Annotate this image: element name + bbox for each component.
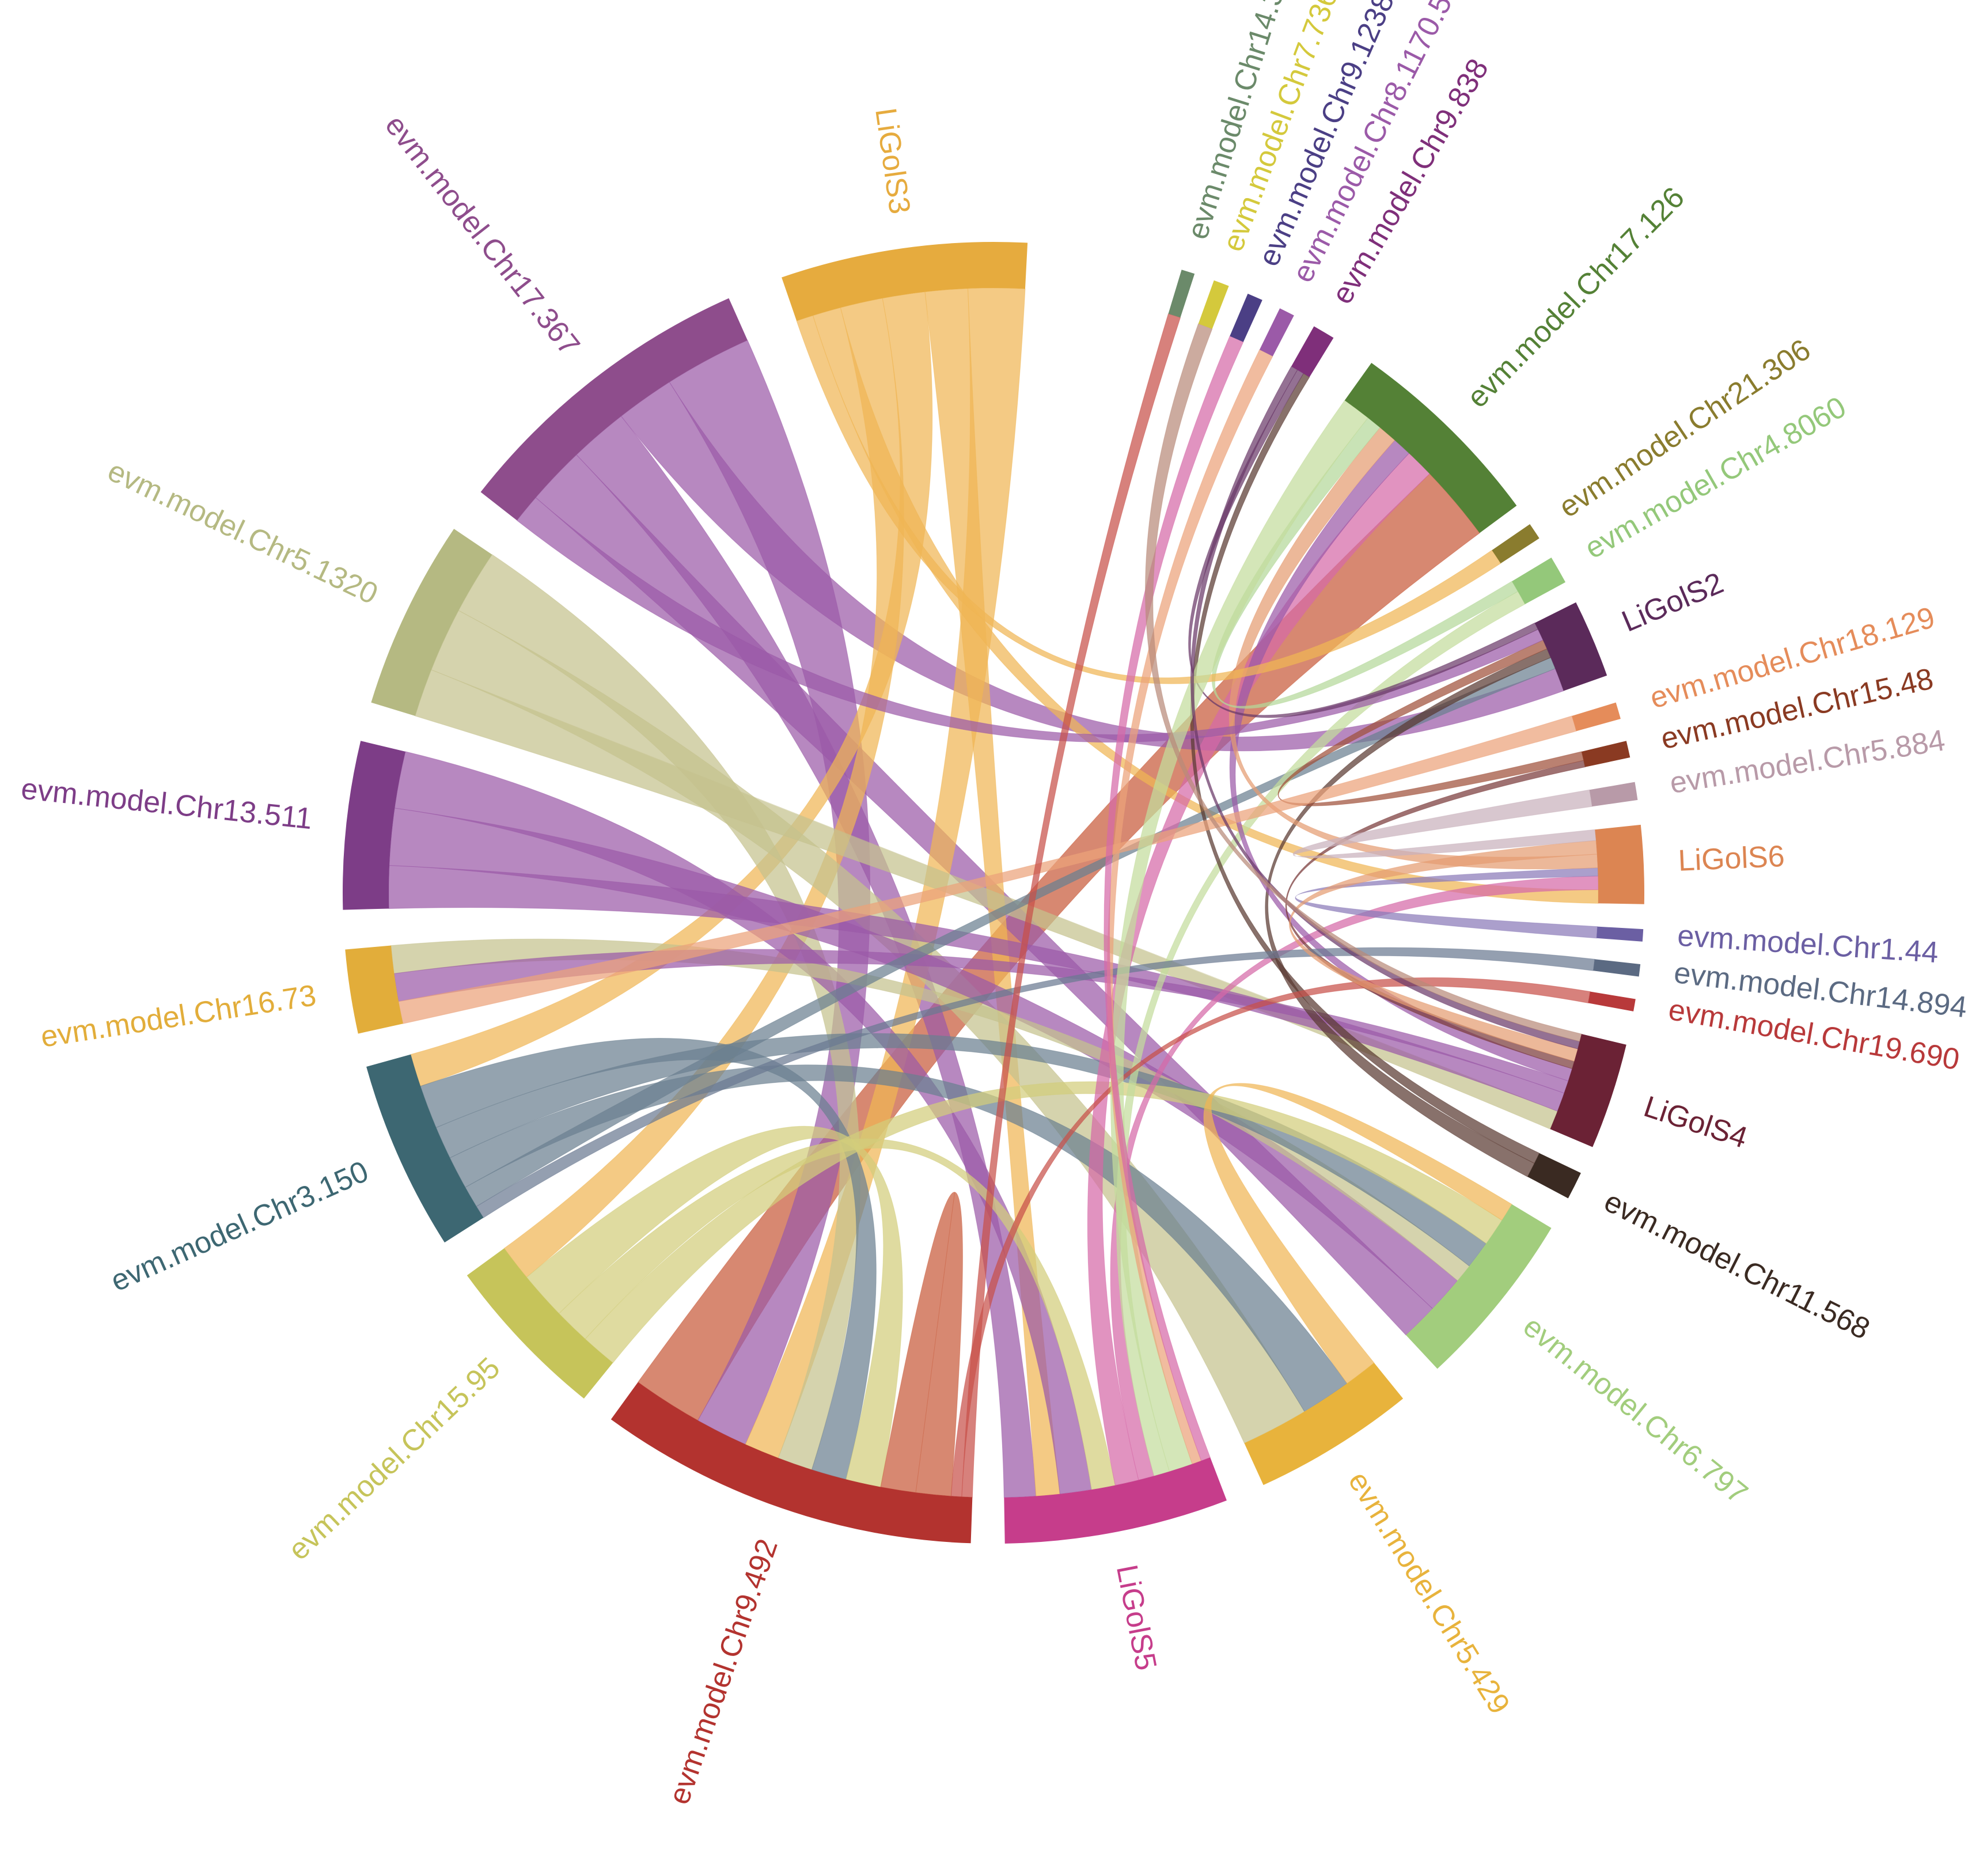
arc-ligols6 [1595,824,1644,904]
arc-ligols4 [1550,1034,1626,1147]
arc-evm-model-chr5-429 [1244,1363,1404,1485]
arc-evm-model-chr4-8060 [1512,558,1566,604]
link-evm-model-chr17-367-to-ligols2-2 [620,381,1564,752]
arc-ligols3 [782,242,1028,321]
arc-evm-model-chr1-44 [1597,926,1644,942]
link-evm-model-chr11-568-to-evm-model-chr9-838-31 [1190,373,1540,1164]
label-evm-model-chr9-492: evm.model.Chr9.492 [662,1535,784,1809]
label-evm-model-chr15-95: evm.model.Chr15.95 [282,1351,506,1567]
chord-links [388,287,1599,1498]
label-evm-model-chr5-1320: evm.model.Chr5.1320 [103,454,383,611]
label-ligols3: LiGolS3 [869,106,916,216]
arc-evm-model-chr18-129 [1572,702,1621,732]
label-evm-model-chr11-568: evm.model.Chr11.568 [1599,1185,1875,1346]
arc-ligols2 [1534,602,1607,691]
arc-evm-model-chr8-1170-5 [1259,308,1294,357]
arc-evm-model-chr3-150 [366,1054,484,1243]
link-evm-model-chr9-838-to-ligols4-47 [1190,366,1580,1049]
label-ligols6: LiGolS6 [1677,840,1785,878]
arc-evm-model-chr15-48 [1581,741,1630,767]
arc-evm-model-chr15-95 [467,1248,613,1399]
label-evm-model-chr6-797: evm.model.Chr6.797 [1517,1310,1754,1511]
label-evm-model-chr5-429: evm.model.Chr5.429 [1341,1466,1516,1720]
arc-evm-model-chr21-306 [1492,524,1539,564]
arc-evm-model-chr17-126 [1344,363,1517,533]
link-ligols6-to-evm-model-chr17-126-37 [1228,427,1598,870]
link-evm-model-chr17-126-to-ligols5-46 [1110,400,1368,1472]
arc-evm-model-chr5-1320 [371,529,492,717]
link-ligols6-to-ligols4-38 [1289,840,1598,1062]
label-evm-model-chr16-73: evm.model.Chr16.73 [39,979,318,1054]
arc-evm-model-chr7-736 [1198,280,1229,329]
link-evm-model-chr21-306-to-ligols3-45 [796,315,1501,684]
arc-evm-model-chr9-492 [610,1382,973,1544]
link-evm-model-chr14-322-to-evm-model-chr9-492-51 [961,313,1181,1498]
link-evm-model-chr5-884-to-ligols6-39 [1292,789,1597,859]
label-ligols5: LiGolS5 [1110,1562,1163,1673]
link-ligols4-to-evm-model-chr17-126-32 [1229,439,1573,1082]
link-evm-model-chr4-8060-to-evm-model-chr17-126-44 [1211,417,1519,709]
arc-evm-model-chr16-73 [345,945,403,1034]
arc-evm-model-chr13-511 [342,741,406,910]
arc-ligols5 [1004,1457,1227,1544]
link-evm-model-chr8-1170-5-to-ligols5-48 [1107,349,1273,1465]
label-evm-model-chr13-511: evm.model.Chr13.511 [20,772,314,836]
label-ligols4: LiGolS4 [1640,1090,1751,1155]
label-evm-model-chr17-367: evm.model.Chr17.367 [378,109,586,362]
link-evm-model-chr1-44-to-ligols6-36 [1295,867,1599,939]
arc-evm-model-chr14-894 [1593,959,1641,977]
arc-evm-model-chr6-797 [1406,1204,1552,1369]
arc-evm-model-chr17-367 [480,298,748,521]
arc-evm-model-chr14-322 [1168,270,1195,318]
arc-evm-model-chr19-690 [1588,991,1636,1011]
link-evm-model-chr15-95-to-evm-model-chr6-797-24 [585,1081,1503,1363]
link-evm-model-chr15-95-to-evm-model-chr9-492-22 [526,1125,903,1488]
label-evm-model-chr17-126: evm.model.Chr17.126 [1461,181,1691,415]
arc-evm-model-chr9-838 [1291,326,1334,377]
label-ligols2: LiGolS2 [1617,566,1728,639]
arc-evm-model-chr5-884 [1589,782,1638,807]
arc-evm-model-chr9-1238 [1230,293,1262,342]
node-arcs [342,242,1644,1544]
label-evm-model-chr3-150: evm.model.Chr3.150 [106,1155,374,1298]
arc-evm-model-chr11-568 [1527,1153,1581,1199]
